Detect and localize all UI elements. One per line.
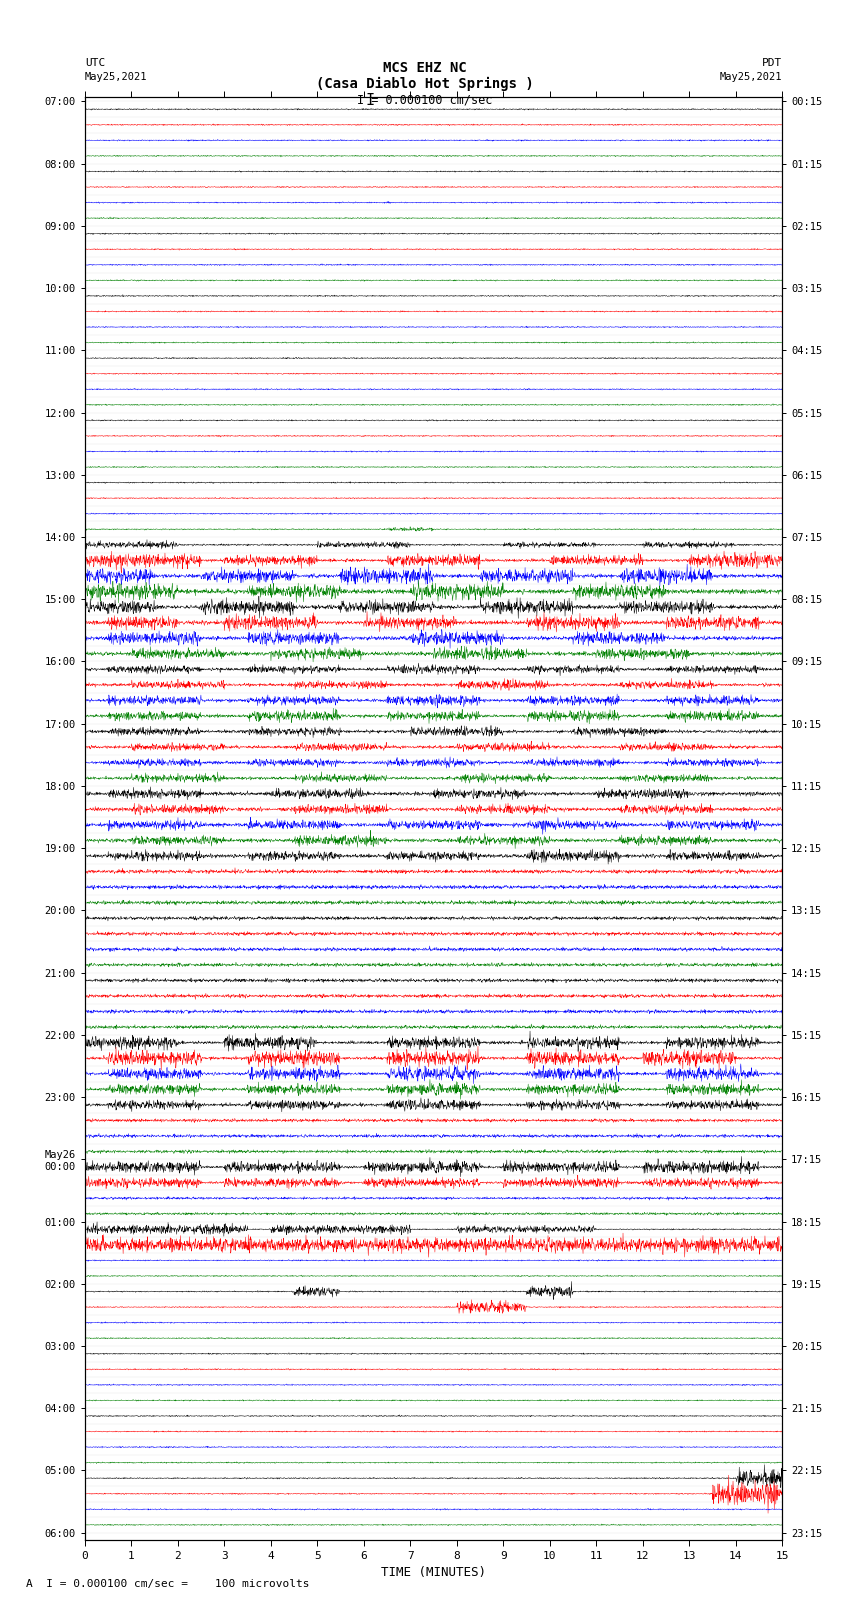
Text: UTC: UTC [85,58,105,68]
Text: I: I [366,92,374,108]
Text: A  I = 0.000100 cm/sec =    100 microvolts: A I = 0.000100 cm/sec = 100 microvolts [26,1579,309,1589]
Text: PDT: PDT [762,58,782,68]
X-axis label: TIME (MINUTES): TIME (MINUTES) [381,1566,486,1579]
Text: MCS EHZ NC: MCS EHZ NC [383,61,467,74]
Text: (Casa Diablo Hot Springs ): (Casa Diablo Hot Springs ) [316,77,534,90]
Text: May25,2021: May25,2021 [719,73,782,82]
Text: I = 0.000100 cm/sec: I = 0.000100 cm/sec [357,94,493,106]
Text: May25,2021: May25,2021 [85,73,148,82]
